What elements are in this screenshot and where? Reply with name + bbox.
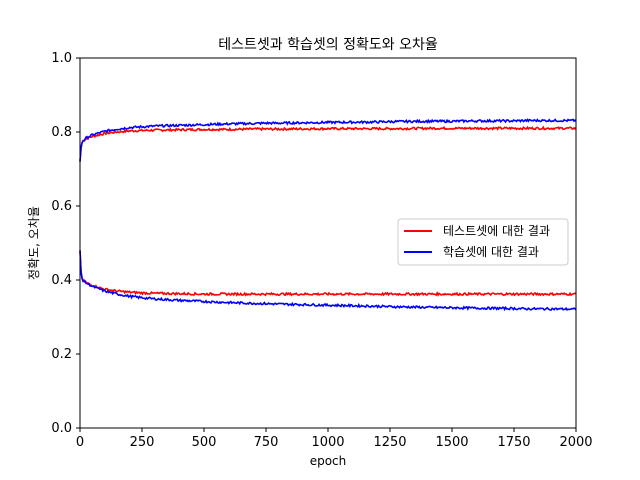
- x-tick-label: 500: [192, 435, 217, 450]
- y-tick-label: 1.0: [51, 51, 72, 66]
- x-tick-label: 1000: [311, 435, 344, 450]
- legend-label-test: 테스트셋에 대한 결과: [443, 224, 550, 238]
- y-tick-label: 0.2: [51, 347, 72, 362]
- x-tick-label: 250: [130, 435, 155, 450]
- series-line-accuracy-0: [79, 125, 577, 162]
- y-tick-label: 0.4: [51, 273, 72, 288]
- y-tick-label: 0.8: [51, 125, 72, 140]
- x-tick-label: 1500: [435, 435, 468, 450]
- series-line-loss-3: [79, 250, 577, 312]
- y-axis-label: 정확도, 오차율: [27, 206, 41, 280]
- series-layer: [79, 118, 577, 312]
- x-tick-label: 750: [254, 435, 279, 450]
- y-axis: 0.0 0.2 0.4 0.6 0.8 1.0: [51, 51, 80, 436]
- legend: 테스트셋에 대한 결과 학습셋에 대한 결과: [397, 218, 569, 266]
- series-line-accuracy-1: [79, 118, 577, 162]
- x-tick-label: 2000: [559, 435, 592, 450]
- chart-title: 테스트셋과 학습셋의 정확도와 오차율: [218, 37, 438, 53]
- legend-label-train: 학습셋에 대한 결과: [443, 245, 539, 259]
- x-tick-label: 0: [76, 435, 84, 450]
- x-tick-label: 1250: [373, 435, 406, 450]
- y-tick-label: 0.0: [51, 421, 72, 436]
- y-tick-label: 0.6: [51, 199, 72, 214]
- x-axis-label: epoch: [310, 454, 347, 468]
- legend-box: [397, 218, 569, 266]
- x-tick-label: 1750: [497, 435, 530, 450]
- x-axis: 0 250 500 750 1000 1250 1500 1750 2000: [76, 428, 593, 450]
- series-line-loss-2: [79, 250, 577, 297]
